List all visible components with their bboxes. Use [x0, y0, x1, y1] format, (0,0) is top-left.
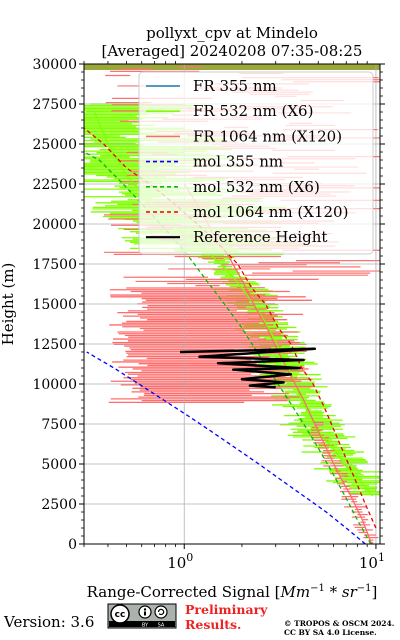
- preliminary-notice-line2: Results.: [185, 617, 241, 632]
- y-tick-label: 0: [68, 537, 77, 553]
- copyright-line: © TROPOS & OSCM 2024.: [284, 619, 394, 628]
- y-tick-label: 20000: [32, 217, 77, 233]
- version-label: Version: 3.6: [3, 613, 94, 631]
- y-tick-label: 15000: [32, 297, 77, 313]
- cc-icon-label: cc: [115, 610, 126, 620]
- chart-legend: FR 355 nm FR 532 nm (X6) FR 1064 nm (X120)…: [138, 71, 374, 255]
- legend-label: mol 532 nm (X6): [193, 178, 320, 196]
- series-line: [83, 151, 372, 545]
- y-axis-label: Height (m): [0, 263, 17, 346]
- legend-label: FR 532 nm (X6): [193, 102, 313, 120]
- cc-icon: [110, 604, 130, 624]
- chart-title: pollyxt_cpv at Mindelo: [146, 24, 318, 42]
- x-axis-label: Range-Corrected Signal [Mm−1 * sr−1]: [87, 583, 378, 601]
- y-tick-label: 7500: [41, 417, 77, 433]
- by-label: BY: [142, 623, 149, 629]
- axis-ticks: 0 2500 5000 7500 10000 12500 15000 17500 20000 22…: [32, 57, 385, 572]
- legend-label: Reference Height: [193, 228, 327, 246]
- x-tick-label: 101: [359, 551, 385, 572]
- legend-label: mol 1064 nm (X120): [193, 203, 348, 221]
- license-badge-bar: [109, 621, 175, 627]
- y-tick-label: 30000: [32, 57, 77, 73]
- cc-license-badge: cc BY SA: [107, 603, 177, 629]
- x-tick-label: 100: [167, 551, 193, 572]
- y-tick-label: 12500: [32, 337, 77, 353]
- legend-label: FR 1064 nm (X120): [193, 127, 342, 145]
- y-tick-label: 5000: [41, 457, 77, 473]
- series-line: [83, 127, 377, 529]
- y-tick-label: 25000: [32, 137, 77, 153]
- series-line: [86, 351, 366, 545]
- y-tick-label: 17500: [32, 257, 77, 273]
- y-tick-label: 2500: [41, 497, 77, 513]
- legend-label: mol 355 nm: [193, 153, 283, 171]
- y-tick-label: 22500: [32, 177, 77, 193]
- sa-label: SA: [158, 623, 165, 629]
- series-line: [179, 347, 317, 389]
- legend-label: FR 355 nm: [193, 77, 277, 95]
- legend-frame: [138, 71, 374, 255]
- preliminary-notice: Preliminary: [185, 602, 268, 617]
- license-line: CC BY SA 4.0 License.: [284, 628, 377, 637]
- y-tick-label: 10000: [32, 377, 77, 393]
- sa-icon: [154, 605, 168, 619]
- top-saturation-band: [84, 64, 380, 70]
- chart-subtitle: [Averaged] 20240208 07:35-08:25: [102, 42, 363, 60]
- y-tick-label: 27500: [32, 97, 77, 113]
